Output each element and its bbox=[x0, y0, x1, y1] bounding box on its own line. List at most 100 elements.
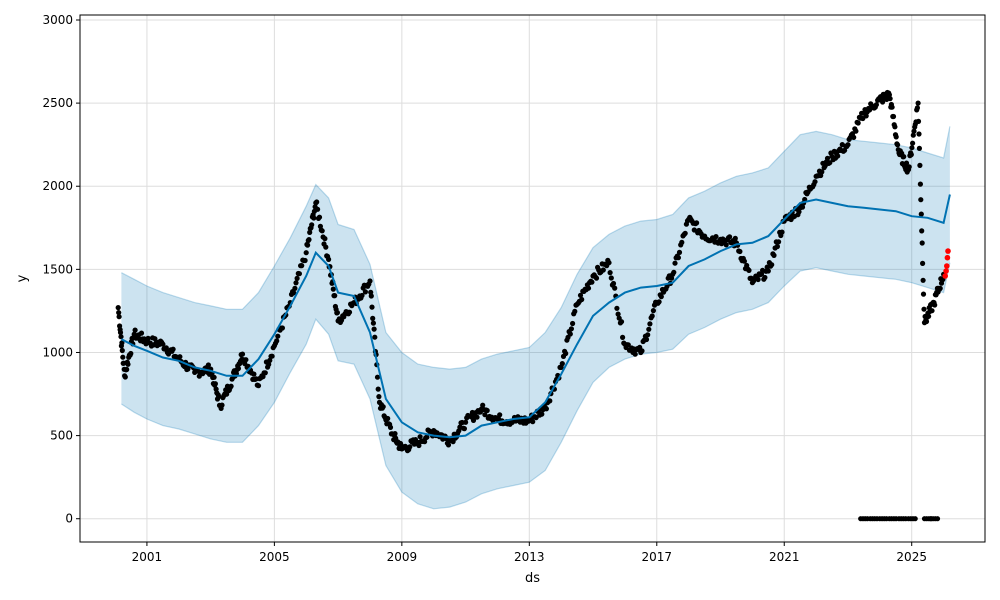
observed-point bbox=[307, 229, 313, 235]
observed-point bbox=[185, 366, 191, 372]
observed-point bbox=[262, 370, 268, 376]
observed-point bbox=[607, 270, 613, 276]
observed-point bbox=[309, 222, 315, 228]
observed-point bbox=[359, 292, 365, 299]
observed-point bbox=[771, 252, 777, 258]
observed-point bbox=[279, 325, 285, 331]
observed-point bbox=[315, 206, 321, 212]
observed-point bbox=[115, 305, 121, 311]
observed-point bbox=[547, 398, 553, 404]
observed-point bbox=[906, 164, 912, 170]
observed-point bbox=[694, 220, 700, 226]
observed-point bbox=[932, 302, 938, 308]
y-axis-ticks: 0 500 1000 1500 2000 2500 3000 bbox=[42, 13, 80, 526]
observed-point bbox=[713, 234, 719, 240]
observed-point bbox=[116, 310, 122, 316]
observed-point bbox=[921, 306, 927, 312]
observed-point bbox=[255, 383, 262, 389]
observed-point bbox=[235, 365, 241, 372]
observed-point bbox=[267, 357, 273, 363]
observed-point bbox=[371, 326, 377, 332]
observed-point bbox=[119, 347, 125, 354]
observed-point bbox=[676, 249, 683, 255]
observed-point bbox=[205, 362, 211, 368]
observed-point bbox=[346, 309, 353, 315]
observed-point bbox=[920, 277, 926, 283]
observed-point bbox=[376, 394, 382, 400]
observed-point bbox=[827, 160, 833, 166]
y-tick-label: 2500 bbox=[42, 96, 73, 110]
observed-point bbox=[299, 263, 305, 269]
y-tick-label: 1000 bbox=[42, 345, 73, 359]
observed-point bbox=[334, 310, 340, 316]
observed-point bbox=[893, 134, 899, 140]
interval-lower-line bbox=[121, 262, 951, 510]
observed-point bbox=[118, 334, 124, 340]
observed-point bbox=[915, 100, 921, 106]
observed-point bbox=[293, 280, 299, 286]
observed-point bbox=[614, 305, 620, 311]
observed-point bbox=[675, 255, 682, 261]
observed-point bbox=[163, 345, 169, 351]
observed-point bbox=[543, 406, 550, 412]
x-axis-ticks: 2001 2005 2009 2013 2017 2021 2025 bbox=[132, 542, 927, 564]
observed-point bbox=[776, 239, 782, 245]
observed-point bbox=[917, 181, 924, 187]
observed-point bbox=[572, 308, 578, 314]
observed-point bbox=[239, 351, 246, 357]
observed-point bbox=[774, 243, 781, 250]
observed-point bbox=[275, 333, 281, 339]
observed-point bbox=[302, 257, 308, 264]
observed-point bbox=[219, 402, 225, 408]
observed-point bbox=[323, 244, 329, 250]
observed-point bbox=[919, 228, 925, 234]
observed-point bbox=[563, 350, 569, 357]
observed-point bbox=[368, 293, 374, 299]
observed-point bbox=[625, 342, 631, 348]
observed-point bbox=[212, 381, 218, 387]
observed-point bbox=[918, 197, 924, 203]
observed-point bbox=[937, 285, 943, 291]
observed-point bbox=[851, 134, 857, 140]
observed-point bbox=[919, 240, 925, 246]
observed-point bbox=[122, 374, 128, 380]
observed-point bbox=[480, 402, 486, 408]
observed-point bbox=[892, 124, 898, 130]
observed-point bbox=[145, 335, 151, 341]
observed-point bbox=[291, 290, 297, 296]
observed-point bbox=[727, 234, 733, 240]
observed-point bbox=[392, 431, 398, 437]
observed-point bbox=[916, 131, 922, 137]
observed-point bbox=[923, 318, 930, 325]
observed-point bbox=[370, 320, 376, 326]
observed-point bbox=[579, 296, 585, 303]
observed-point bbox=[474, 414, 480, 420]
observed-point bbox=[385, 415, 391, 422]
observed-point bbox=[369, 304, 375, 310]
observed-point bbox=[375, 386, 381, 392]
observed-point bbox=[890, 113, 897, 120]
observed-point bbox=[539, 411, 545, 417]
observed-point bbox=[929, 308, 935, 314]
forecast-line bbox=[120, 194, 951, 439]
observed-point bbox=[170, 346, 176, 352]
observed-point bbox=[672, 260, 678, 266]
y-tick-label: 3000 bbox=[42, 13, 73, 27]
observed-point bbox=[326, 256, 332, 262]
observed-point bbox=[889, 104, 895, 110]
x-tick-label: 2021 bbox=[769, 550, 800, 564]
observed-point bbox=[593, 275, 600, 281]
observed-point bbox=[372, 334, 378, 340]
observed-point bbox=[812, 179, 818, 185]
observed-point bbox=[910, 132, 916, 138]
observed-point bbox=[585, 285, 592, 291]
observed-point bbox=[762, 274, 768, 281]
observed-point bbox=[741, 258, 748, 264]
observed-point bbox=[116, 314, 122, 320]
observed-point bbox=[610, 280, 617, 287]
observed-point bbox=[577, 292, 584, 298]
observed-point bbox=[530, 419, 536, 425]
observed-point bbox=[916, 145, 923, 151]
observed-point bbox=[873, 102, 880, 108]
observed-point bbox=[682, 230, 688, 236]
